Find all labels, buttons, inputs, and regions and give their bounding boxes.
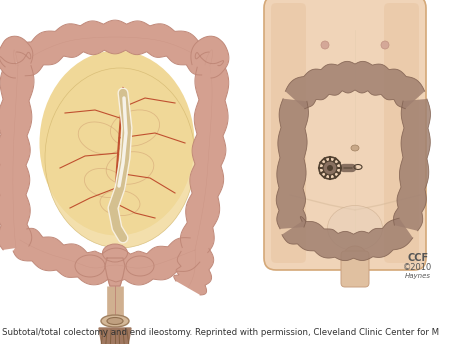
Polygon shape	[282, 216, 413, 261]
Ellipse shape	[344, 246, 366, 264]
Polygon shape	[181, 63, 228, 252]
Ellipse shape	[328, 205, 383, 250]
Polygon shape	[105, 258, 125, 286]
Circle shape	[327, 165, 333, 171]
Ellipse shape	[39, 51, 194, 236]
FancyBboxPatch shape	[341, 251, 369, 287]
Text: Subtotal/total colectomy and end ileostomy. Reprinted with permission, Cleveland: Subtotal/total colectomy and end ileosto…	[2, 328, 439, 337]
Polygon shape	[11, 20, 219, 76]
Ellipse shape	[101, 315, 129, 327]
Polygon shape	[276, 99, 309, 229]
Ellipse shape	[351, 145, 359, 151]
Text: Haynes: Haynes	[405, 273, 431, 279]
Polygon shape	[174, 249, 213, 295]
Polygon shape	[0, 64, 34, 250]
Polygon shape	[393, 99, 430, 231]
Circle shape	[321, 41, 329, 49]
FancyBboxPatch shape	[384, 3, 419, 263]
Circle shape	[381, 41, 389, 49]
FancyBboxPatch shape	[271, 3, 306, 263]
Polygon shape	[191, 36, 228, 78]
Ellipse shape	[75, 255, 105, 277]
Polygon shape	[13, 228, 200, 285]
Ellipse shape	[107, 318, 123, 324]
Ellipse shape	[45, 68, 195, 248]
Text: CCF: CCF	[408, 253, 428, 263]
FancyBboxPatch shape	[264, 0, 426, 270]
Polygon shape	[285, 61, 425, 109]
Ellipse shape	[126, 256, 154, 276]
Circle shape	[323, 161, 337, 175]
Polygon shape	[0, 36, 33, 78]
Polygon shape	[99, 328, 131, 344]
Ellipse shape	[102, 244, 128, 262]
Text: ©2010: ©2010	[403, 262, 433, 271]
